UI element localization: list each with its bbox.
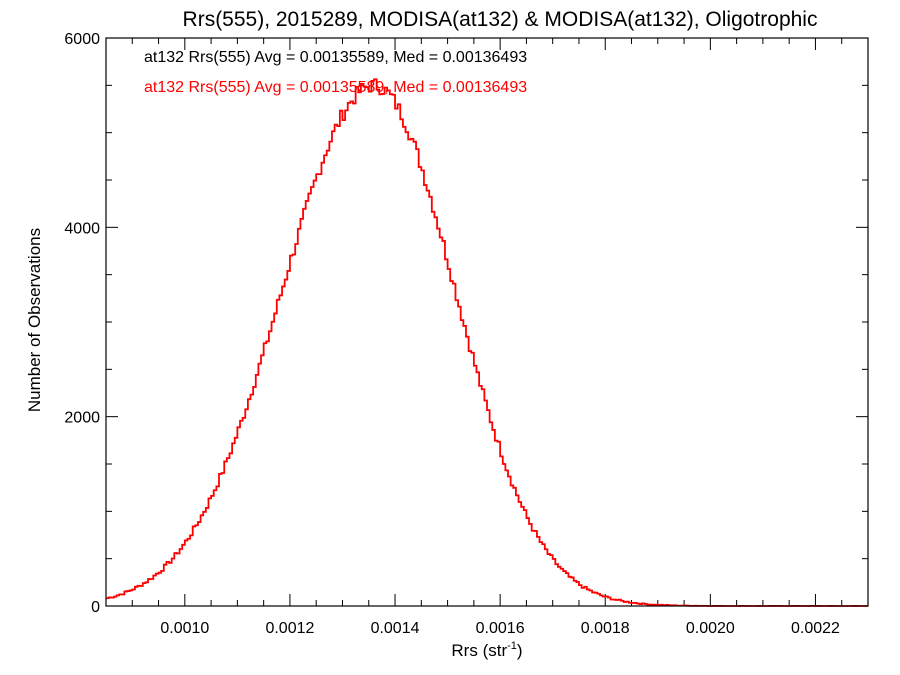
x-tick-label: 0.0020 xyxy=(686,620,735,637)
x-axis-label: Rrs (str-1) xyxy=(451,640,522,660)
series-line xyxy=(106,78,868,607)
y-tick-label: 2000 xyxy=(64,410,100,427)
x-tick-label: 0.0018 xyxy=(581,620,630,637)
x-tick-label: 0.0012 xyxy=(265,620,314,637)
x-tick-label: 0.0014 xyxy=(371,620,420,637)
chart-title: Rrs(555), 2015289, MODISA(at132) & MODIS… xyxy=(183,8,818,31)
series-layer xyxy=(106,78,868,607)
stats-annotation-black: at132 Rrs(555) Avg = 0.00135589, Med = 0… xyxy=(144,49,527,66)
x-tick-label: 0.0016 xyxy=(476,620,525,637)
x-axis-label-superscript: -1 xyxy=(507,640,517,652)
y-tick-label: 4000 xyxy=(64,220,100,237)
stats-annotation-red: at132 Rrs(555) Avg = 0.00135589, Med = 0… xyxy=(144,79,527,96)
y-tick-label: 0 xyxy=(91,599,100,616)
plot-frame xyxy=(105,37,869,607)
x-axis-label-main: Rrs (str xyxy=(451,641,507,660)
axis-ticks: 0.0010 0.0012 0.0014 0.0016 0.0018 0.0020 0.00… xyxy=(64,31,869,637)
x-tick-label: 0.0010 xyxy=(160,620,209,637)
y-axis-label: Number of Observations xyxy=(25,228,44,412)
y-tick-label: 6000 xyxy=(64,31,100,48)
x-tick-label: 0.0022 xyxy=(791,620,840,637)
x-axis-label-suffix: ) xyxy=(517,641,523,660)
